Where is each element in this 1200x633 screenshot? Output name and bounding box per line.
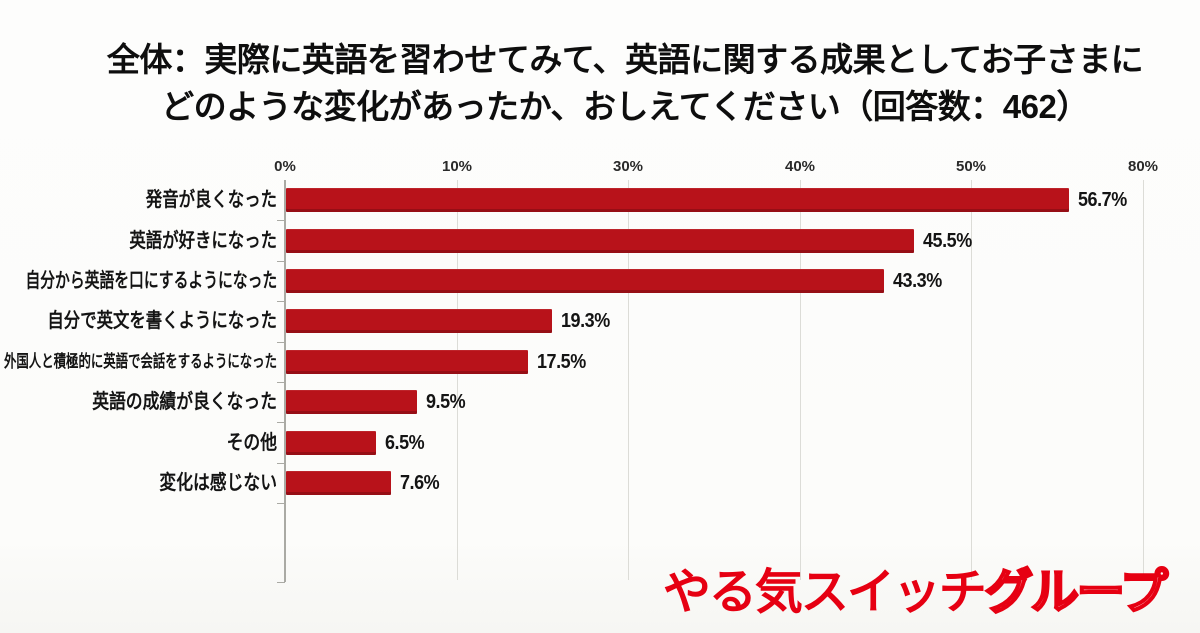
- x-axis-tick-label: 10%: [441, 158, 473, 175]
- category-axis-line: [284, 180, 286, 582]
- category-label: 英語が好きになった: [129, 229, 277, 252]
- logo-text-group: グループ: [984, 565, 1170, 621]
- category-label: 外国人と積極的に英語で会話をするようになった: [3, 351, 277, 371]
- category-axis-tick: [277, 220, 285, 222]
- category-label: 変化は感じない: [159, 472, 277, 494]
- category-label: その他: [226, 431, 277, 454]
- category-axis-tick: [277, 341, 285, 343]
- gridline: [1143, 180, 1144, 580]
- x-axis-tick-label: 50%: [955, 158, 987, 175]
- category-axis-tick: [277, 503, 285, 505]
- chart-title: 全体：実際に英語を習わせてみて、英語に関する成果としてお子さまに どのような変化…: [50, 36, 1200, 130]
- x-axis-tick-label: 80%: [1127, 158, 1159, 175]
- gridline: [971, 180, 972, 580]
- value-label: 7.6%: [399, 472, 440, 494]
- value-label: 19.3%: [561, 310, 611, 333]
- bar: [286, 430, 376, 455]
- bar: [286, 349, 528, 374]
- category-axis-tick: [277, 382, 285, 383]
- logo-text-yaruki-switch: やる気スイッチ: [662, 566, 987, 619]
- value-label: 43.3%: [892, 270, 942, 292]
- category-label: 自分で英文を書くようになった: [47, 310, 277, 333]
- bar: [286, 309, 553, 334]
- category-axis-tick: [277, 422, 285, 424]
- bar: [286, 188, 1069, 213]
- category-label: 自分から英語を口にするようになった: [25, 270, 277, 292]
- value-label: 9.5%: [426, 391, 466, 414]
- x-axis-tick-label: 30%: [612, 158, 644, 175]
- bar: [286, 471, 391, 495]
- gridline: [800, 180, 801, 580]
- chart-title-line1: 全体：実際に英語を習わせてみて、英語に関する成果としてお子さまに: [106, 41, 1144, 78]
- yaruki-switch-group-logo: やる気スイッチグループ: [662, 565, 1170, 621]
- bar: [286, 228, 914, 253]
- value-label: 45.5%: [922, 229, 972, 252]
- gridline: [628, 180, 629, 580]
- category-axis-tick: [277, 260, 285, 262]
- category-axis-end-tick: [277, 582, 285, 583]
- category-label: 発音が良くなった: [145, 189, 277, 212]
- category-axis-tick: [277, 301, 285, 303]
- gridline: [457, 180, 458, 580]
- value-label: 17.5%: [536, 350, 586, 373]
- value-label: 56.7%: [1077, 189, 1127, 212]
- chart-title-line2: どのような変化があったか、おしえてください（回答数：462）: [161, 88, 1089, 125]
- category-label: 英語の成績が良くなった: [92, 391, 277, 414]
- bar: [286, 390, 418, 415]
- bar: [286, 269, 884, 293]
- x-axis-tick-label: 40%: [784, 158, 816, 175]
- value-label: 6.5%: [384, 431, 425, 454]
- x-axis-tick-label: 0%: [274, 158, 296, 175]
- category-axis-tick: [277, 462, 285, 464]
